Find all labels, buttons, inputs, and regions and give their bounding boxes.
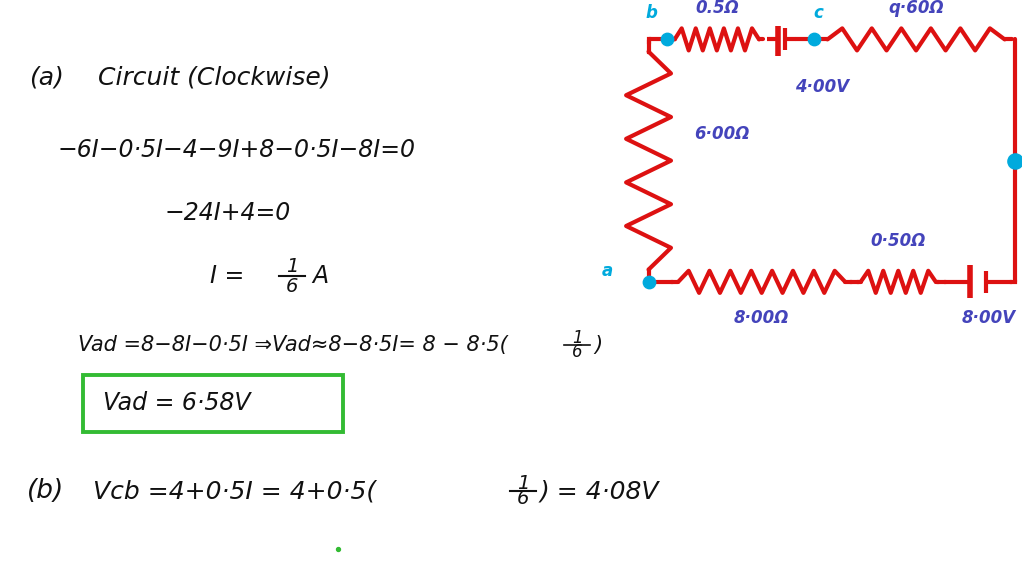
Point — [806, 35, 822, 44]
Text: Circuit (Clockwise): Circuit (Clockwise) — [98, 66, 331, 90]
Text: 6: 6 — [571, 343, 583, 361]
Text: b: b — [646, 5, 657, 23]
Point — [1008, 156, 1024, 165]
Text: A: A — [312, 264, 329, 288]
Point — [640, 277, 656, 287]
Text: 4·00V: 4·00V — [796, 78, 849, 96]
Point — [330, 544, 346, 554]
Text: a: a — [602, 262, 613, 280]
Text: q·60Ω: q·60Ω — [888, 0, 944, 17]
Text: ): ) — [595, 335, 603, 355]
Text: 0.5Ω: 0.5Ω — [695, 0, 738, 17]
Text: 8·00V: 8·00V — [962, 309, 1016, 327]
Text: 6: 6 — [517, 490, 529, 509]
Text: 1: 1 — [286, 257, 298, 276]
Text: Vcb =4+0·5I = 4+0·5(: Vcb =4+0·5I = 4+0·5( — [93, 479, 376, 503]
Text: 8·00Ω: 8·00Ω — [734, 309, 790, 327]
Text: −6I−0·5I−4−9I+8−0·5I−8I=0: −6I−0·5I−4−9I+8−0·5I−8I=0 — [57, 138, 416, 162]
Text: 1: 1 — [571, 329, 583, 347]
Text: 6: 6 — [286, 277, 298, 296]
Text: 6·00Ω: 6·00Ω — [694, 125, 750, 143]
Text: c: c — [814, 5, 823, 23]
Text: I =: I = — [210, 264, 245, 288]
Text: (a): (a) — [29, 66, 63, 90]
Point — [658, 35, 675, 44]
Text: Vad = 6·58V: Vad = 6·58V — [103, 391, 251, 415]
Text: ) = 4·08V: ) = 4·08V — [540, 479, 659, 503]
Text: Vad =8−8I−0·5I ⇒Vad≈8−8·5I= 8 − 8·5(: Vad =8−8I−0·5I ⇒Vad≈8−8·5I= 8 − 8·5( — [78, 335, 508, 355]
Text: 1: 1 — [517, 474, 529, 493]
Text: −24I+4=0: −24I+4=0 — [165, 201, 291, 225]
Text: (b): (b) — [27, 478, 65, 504]
Text: 0·50Ω: 0·50Ω — [870, 232, 926, 250]
